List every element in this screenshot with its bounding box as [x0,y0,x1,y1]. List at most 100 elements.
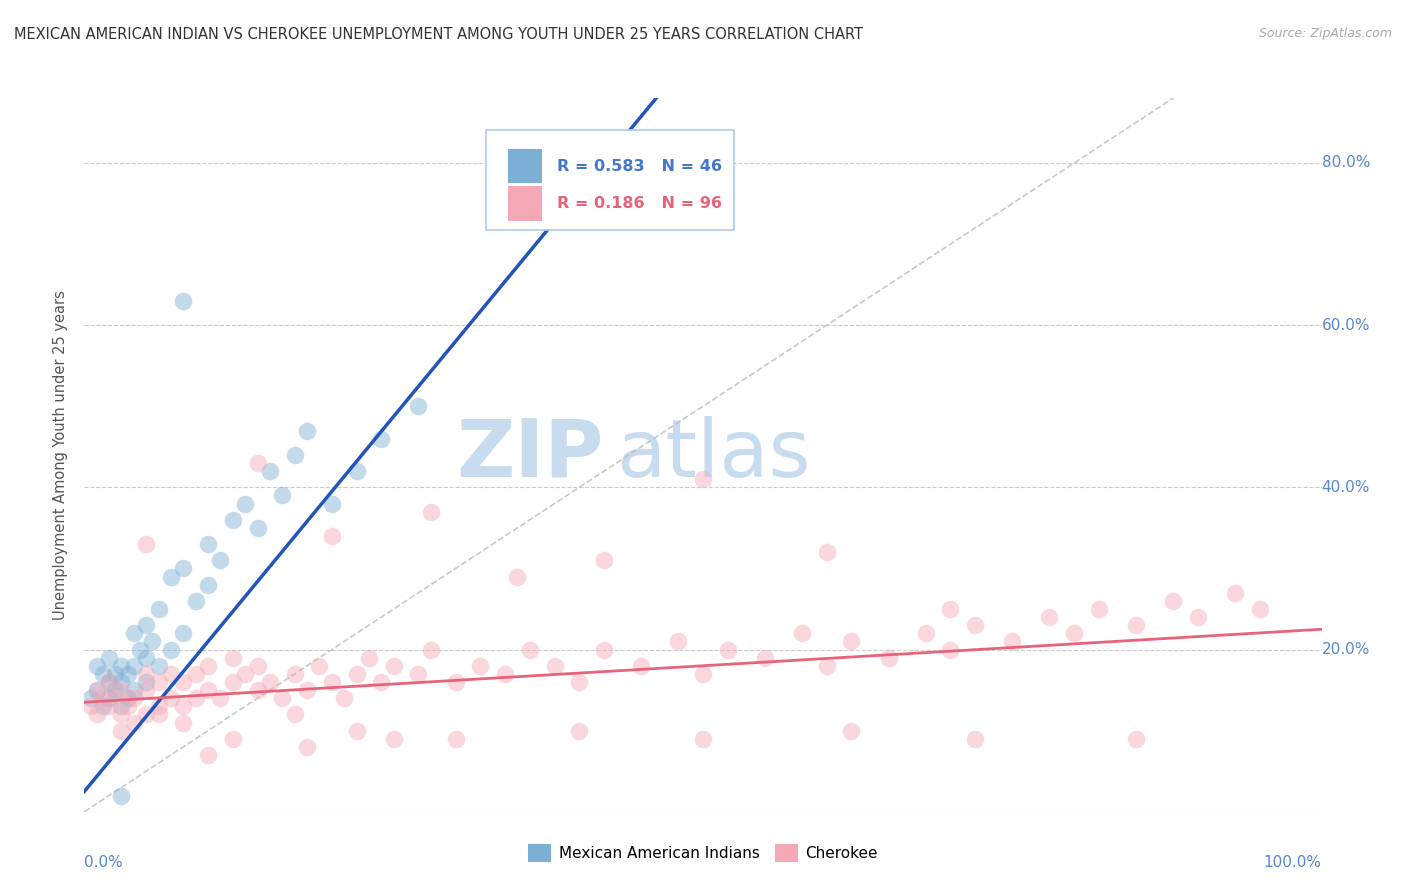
Point [209,553,232,567]
Point [122,658,145,673]
Point [1088,602,1111,616]
Point [346,723,368,738]
Point [382,731,405,746]
Point [382,658,405,673]
Point [184,691,207,706]
Point [593,553,616,567]
Text: 0.0%: 0.0% [84,855,124,870]
Point [321,675,343,690]
Point [148,602,170,616]
Point [222,675,245,690]
Point [271,488,294,502]
Point [122,626,145,640]
Point [91,691,114,706]
Point [841,634,863,648]
Point [939,642,962,657]
Point [370,432,392,446]
Point [197,537,219,551]
Point [494,666,516,681]
Text: MEXICAN AMERICAN INDIAN VS CHEROKEE UNEMPLOYMENT AMONG YOUTH UNDER 25 YEARS CORR: MEXICAN AMERICAN INDIAN VS CHEROKEE UNEM… [14,27,863,42]
Point [914,626,936,640]
Point [308,658,330,673]
Point [222,650,245,665]
Point [1223,586,1246,600]
Point [110,683,132,698]
Text: ZIP: ZIP [457,416,605,494]
Point [284,448,307,462]
Point [519,642,541,657]
Point [259,464,281,478]
Point [284,666,307,681]
Point [172,715,194,730]
Point [172,293,194,308]
Point [1161,594,1184,608]
Point [506,569,529,583]
Text: atlas: atlas [616,416,811,494]
Point [419,642,441,657]
Point [692,731,714,746]
Point [222,731,245,746]
Point [86,707,108,722]
Point [1038,610,1060,624]
Point [197,658,219,673]
Point [754,650,776,665]
Point [666,634,689,648]
Point [408,666,430,681]
Point [79,699,101,714]
Point [98,699,121,714]
Point [233,497,256,511]
Point [965,618,987,632]
Point [939,602,962,616]
Point [184,594,207,608]
Point [148,707,170,722]
Point [408,399,430,413]
Y-axis label: Unemployment Among Youth under 25 years: Unemployment Among Youth under 25 years [53,290,69,620]
Point [543,658,565,673]
Point [160,569,183,583]
Point [197,577,219,591]
Point [104,691,127,706]
Point [135,666,157,681]
Point [1001,634,1024,648]
Point [568,675,591,690]
Point [122,691,145,706]
Point [135,537,157,551]
Point [160,691,183,706]
Point [160,666,183,681]
Point [370,675,392,690]
Text: 100.0%: 100.0% [1264,855,1322,870]
Point [246,683,269,698]
Point [160,642,183,657]
Point [790,626,813,640]
Point [841,723,863,738]
FancyBboxPatch shape [508,186,543,220]
Point [815,545,838,559]
Point [1125,618,1147,632]
Point [593,642,616,657]
Point [346,666,368,681]
Point [717,642,740,657]
Point [135,650,157,665]
Point [117,691,139,706]
Point [444,675,467,690]
Point [630,658,652,673]
Point [209,691,232,706]
Point [172,699,194,714]
Text: R = 0.186   N = 96: R = 0.186 N = 96 [557,196,723,211]
Text: Source: ZipAtlas.com: Source: ZipAtlas.com [1258,27,1392,40]
Point [148,658,170,673]
Text: 80.0%: 80.0% [1322,155,1369,170]
Point [246,658,269,673]
Point [295,683,318,698]
Point [135,618,157,632]
Point [295,424,318,438]
Point [965,731,987,746]
Point [129,642,152,657]
Point [197,747,219,762]
Point [1063,626,1085,640]
Point [1125,731,1147,746]
Point [135,675,157,690]
Point [110,707,132,722]
Point [197,683,219,698]
Point [470,658,492,673]
